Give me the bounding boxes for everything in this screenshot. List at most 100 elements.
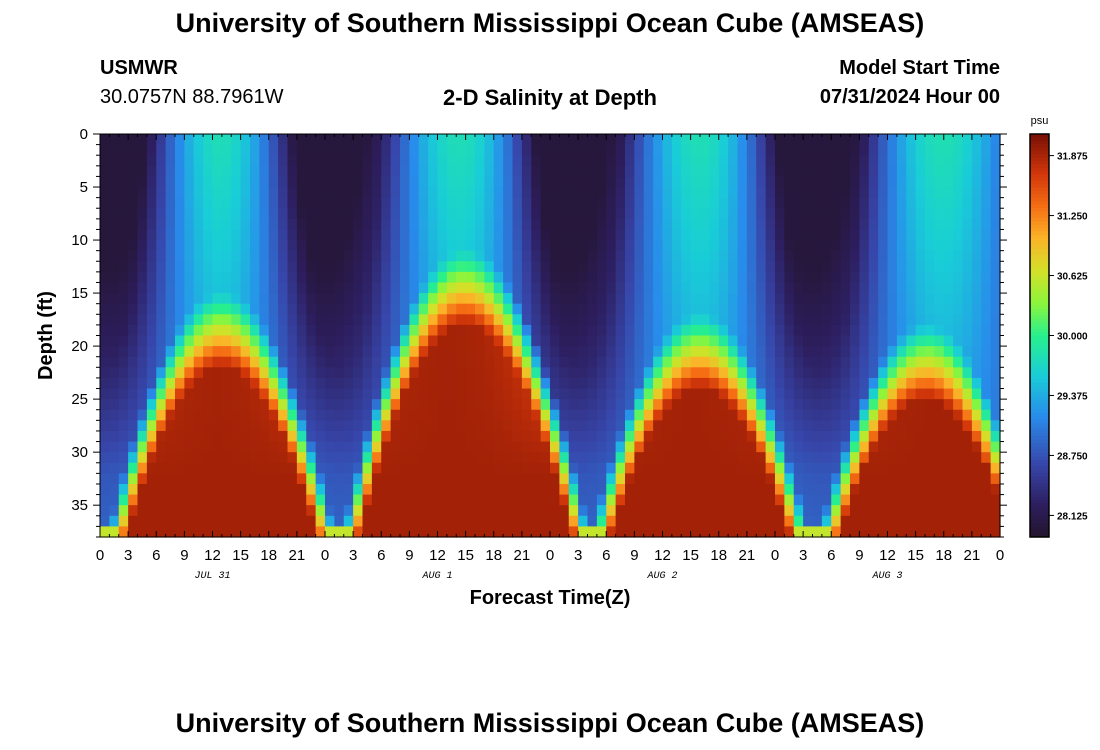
heatmap-cell <box>934 505 945 517</box>
heatmap-cell <box>681 176 692 188</box>
colorbar-segment <box>1030 137 1049 142</box>
heatmap-cell <box>503 155 514 167</box>
heatmap-cell <box>803 240 814 252</box>
heatmap-cell <box>737 314 748 326</box>
heatmap-cell <box>850 388 860 400</box>
heatmap-cell <box>503 526 514 538</box>
heatmap-cell <box>428 473 439 485</box>
heatmap-cell <box>250 367 260 379</box>
heatmap-cell <box>381 388 392 400</box>
heatmap-cell <box>962 134 973 146</box>
colorbar-segment <box>1030 506 1049 511</box>
x-axis-title: Forecast Time(Z) <box>470 587 631 609</box>
heatmap-cell <box>934 229 945 241</box>
heatmap-cell <box>446 335 457 347</box>
heatmap-cell <box>896 314 907 326</box>
heatmap-cell <box>165 176 176 188</box>
heatmap-cell <box>653 187 664 199</box>
heatmap-cell <box>915 377 926 390</box>
heatmap-cell <box>146 367 157 379</box>
heatmap-cell <box>137 282 148 294</box>
heatmap-cell <box>690 409 701 421</box>
heatmap-cell <box>746 271 757 284</box>
heatmap-cell <box>559 176 570 188</box>
heatmap-cell <box>634 250 645 262</box>
heatmap-cell <box>625 367 635 379</box>
heatmap-cell <box>531 303 542 315</box>
heatmap-cell <box>718 346 729 358</box>
heatmap-cell <box>840 452 851 464</box>
heatmap-cell <box>540 165 551 178</box>
heatmap-cell <box>540 420 551 432</box>
heatmap-cell <box>559 165 570 178</box>
heatmap-cell <box>896 515 907 527</box>
heatmap-cell <box>212 134 223 146</box>
heatmap-cell <box>165 420 176 432</box>
heatmap-cell <box>512 367 523 379</box>
colorbar-segment <box>1030 439 1049 444</box>
heatmap-cell <box>615 494 626 506</box>
heatmap-cell <box>334 462 345 474</box>
heatmap-cell <box>925 229 935 241</box>
heatmap-cell <box>615 261 626 273</box>
heatmap-cell <box>156 187 167 199</box>
heatmap-cell <box>325 218 335 231</box>
heatmap-cell <box>896 250 907 262</box>
heatmap-cell <box>259 187 270 199</box>
heatmap-cell <box>953 452 964 464</box>
heatmap-cell <box>137 494 148 506</box>
heatmap-cell <box>671 335 682 347</box>
heatmap-cell <box>615 515 626 527</box>
heatmap-cell <box>353 218 364 231</box>
heatmap-cell <box>990 271 1001 284</box>
heatmap-cell <box>718 526 729 538</box>
heatmap-cell <box>128 250 139 262</box>
heatmap-cell <box>990 335 1001 347</box>
heatmap-cell <box>137 229 148 241</box>
heatmap-cell <box>681 240 692 252</box>
heatmap-cell <box>803 494 814 506</box>
heatmap-cell <box>193 144 204 156</box>
heatmap-cell <box>343 314 354 326</box>
heatmap-cell <box>746 452 757 464</box>
heatmap-cell <box>606 420 617 432</box>
heatmap-cell <box>184 399 195 411</box>
heatmap-cell <box>643 346 654 358</box>
heatmap-cell <box>943 377 954 390</box>
heatmap-cell <box>512 134 523 146</box>
heatmap-cell <box>250 430 260 443</box>
heatmap-cell <box>831 420 842 432</box>
heatmap-cell <box>175 261 185 273</box>
colorbar-segment <box>1030 510 1049 514</box>
heatmap-cell <box>812 176 823 188</box>
heatmap-cell <box>615 197 626 209</box>
colorbar-segment <box>1030 453 1049 457</box>
heatmap-cell <box>793 261 804 273</box>
heatmap-cell <box>775 441 785 453</box>
heatmap-cell <box>475 346 485 358</box>
heatmap-cell <box>165 144 176 156</box>
heatmap-cell <box>812 409 823 421</box>
heatmap-cell <box>203 229 214 241</box>
heatmap-cell <box>709 176 720 188</box>
heatmap-cell <box>156 473 167 485</box>
heatmap-cell <box>512 197 523 209</box>
heatmap-cell <box>306 324 317 337</box>
heatmap-cell <box>400 473 410 485</box>
heatmap-cell <box>512 282 523 294</box>
date-label: AUG 1 <box>421 571 452 582</box>
heatmap-cell <box>700 187 710 199</box>
heatmap-cell <box>568 473 579 485</box>
heatmap-cell <box>756 240 767 252</box>
heatmap-cell <box>428 229 439 241</box>
heatmap-cell <box>775 462 785 474</box>
heatmap-cell <box>278 420 289 432</box>
heatmap-cell <box>334 483 345 496</box>
heatmap-cell <box>765 155 776 167</box>
heatmap-cell <box>193 282 204 294</box>
heatmap-cell <box>475 208 485 220</box>
heatmap-cell <box>831 314 842 326</box>
heatmap-cell <box>896 303 907 315</box>
heatmap-cell <box>278 388 289 400</box>
heatmap-cell <box>390 377 401 390</box>
